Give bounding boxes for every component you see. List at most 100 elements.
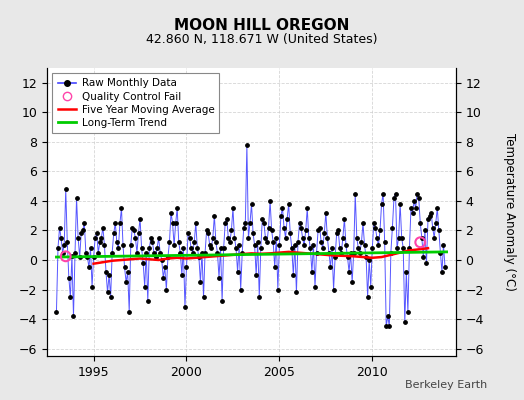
Point bbox=[345, 269, 353, 275]
Point bbox=[317, 239, 325, 246]
Point bbox=[322, 210, 330, 216]
Point bbox=[410, 198, 418, 204]
Point bbox=[339, 235, 347, 241]
Point bbox=[190, 239, 199, 246]
Point bbox=[351, 190, 359, 197]
Point bbox=[56, 224, 64, 231]
Point bbox=[198, 250, 206, 256]
Point bbox=[113, 239, 121, 246]
Point bbox=[376, 227, 384, 234]
Point bbox=[167, 210, 175, 216]
Point bbox=[150, 250, 158, 256]
Point bbox=[319, 245, 327, 251]
Point bbox=[334, 227, 342, 234]
Point bbox=[422, 260, 431, 266]
Point bbox=[261, 235, 270, 241]
Point bbox=[108, 250, 116, 256]
Point bbox=[274, 286, 282, 293]
Point bbox=[71, 250, 79, 256]
Point bbox=[224, 235, 233, 241]
Point bbox=[331, 254, 340, 260]
Point bbox=[97, 235, 105, 241]
Point bbox=[182, 264, 191, 270]
Point bbox=[416, 239, 424, 246]
Point bbox=[77, 230, 85, 237]
Point bbox=[189, 250, 197, 256]
Point bbox=[403, 308, 412, 315]
Point bbox=[246, 220, 254, 226]
Point bbox=[209, 235, 217, 241]
Point bbox=[387, 250, 395, 256]
Point bbox=[353, 235, 361, 241]
Point bbox=[292, 289, 301, 296]
Point bbox=[199, 294, 208, 300]
Point bbox=[153, 245, 161, 251]
Point bbox=[223, 216, 231, 222]
Point bbox=[122, 279, 130, 285]
Point bbox=[210, 212, 219, 219]
Point bbox=[163, 254, 172, 260]
Point bbox=[147, 235, 155, 241]
Point bbox=[79, 227, 87, 234]
Point bbox=[291, 242, 299, 248]
Point bbox=[388, 224, 397, 231]
Point bbox=[69, 313, 78, 319]
Point bbox=[54, 245, 62, 251]
Point bbox=[232, 245, 240, 251]
Point bbox=[94, 250, 103, 256]
Point bbox=[433, 205, 442, 212]
Point bbox=[114, 245, 123, 251]
Point bbox=[439, 242, 447, 248]
Point bbox=[159, 274, 168, 281]
Point bbox=[233, 269, 242, 275]
Point bbox=[64, 274, 73, 281]
Point bbox=[299, 235, 307, 241]
Point bbox=[275, 242, 283, 248]
Point bbox=[218, 298, 226, 304]
Point bbox=[229, 205, 237, 212]
Point bbox=[85, 264, 93, 270]
Point bbox=[140, 283, 149, 290]
Point bbox=[340, 216, 348, 222]
Point bbox=[61, 253, 70, 260]
Point bbox=[414, 195, 423, 201]
Point bbox=[110, 230, 118, 237]
Point bbox=[285, 201, 293, 207]
Point bbox=[272, 235, 280, 241]
Point bbox=[326, 264, 335, 270]
Point bbox=[139, 260, 147, 266]
Point bbox=[91, 235, 100, 241]
Point bbox=[384, 313, 392, 319]
Point bbox=[286, 230, 294, 237]
Point bbox=[202, 227, 211, 234]
Point bbox=[116, 220, 124, 226]
Point bbox=[171, 220, 180, 226]
Point bbox=[364, 294, 372, 300]
Point bbox=[371, 224, 379, 231]
Point bbox=[155, 235, 163, 241]
Point bbox=[125, 308, 134, 315]
Point bbox=[314, 227, 322, 234]
Point bbox=[213, 250, 222, 256]
Point bbox=[105, 272, 113, 278]
Point bbox=[312, 250, 321, 256]
Point bbox=[368, 245, 376, 251]
Point bbox=[367, 283, 375, 290]
Point bbox=[136, 216, 144, 222]
Point bbox=[230, 235, 238, 241]
Point bbox=[179, 245, 188, 251]
Point bbox=[151, 254, 160, 260]
Point bbox=[145, 245, 154, 251]
Point bbox=[161, 264, 169, 270]
Point bbox=[241, 220, 249, 226]
Point bbox=[185, 235, 194, 241]
Point bbox=[418, 235, 426, 241]
Point bbox=[399, 245, 408, 251]
Point bbox=[142, 250, 150, 256]
Point bbox=[283, 216, 291, 222]
Point bbox=[374, 242, 383, 248]
Point bbox=[68, 252, 76, 259]
Point bbox=[429, 224, 437, 231]
Point bbox=[408, 210, 417, 216]
Point bbox=[74, 235, 82, 241]
